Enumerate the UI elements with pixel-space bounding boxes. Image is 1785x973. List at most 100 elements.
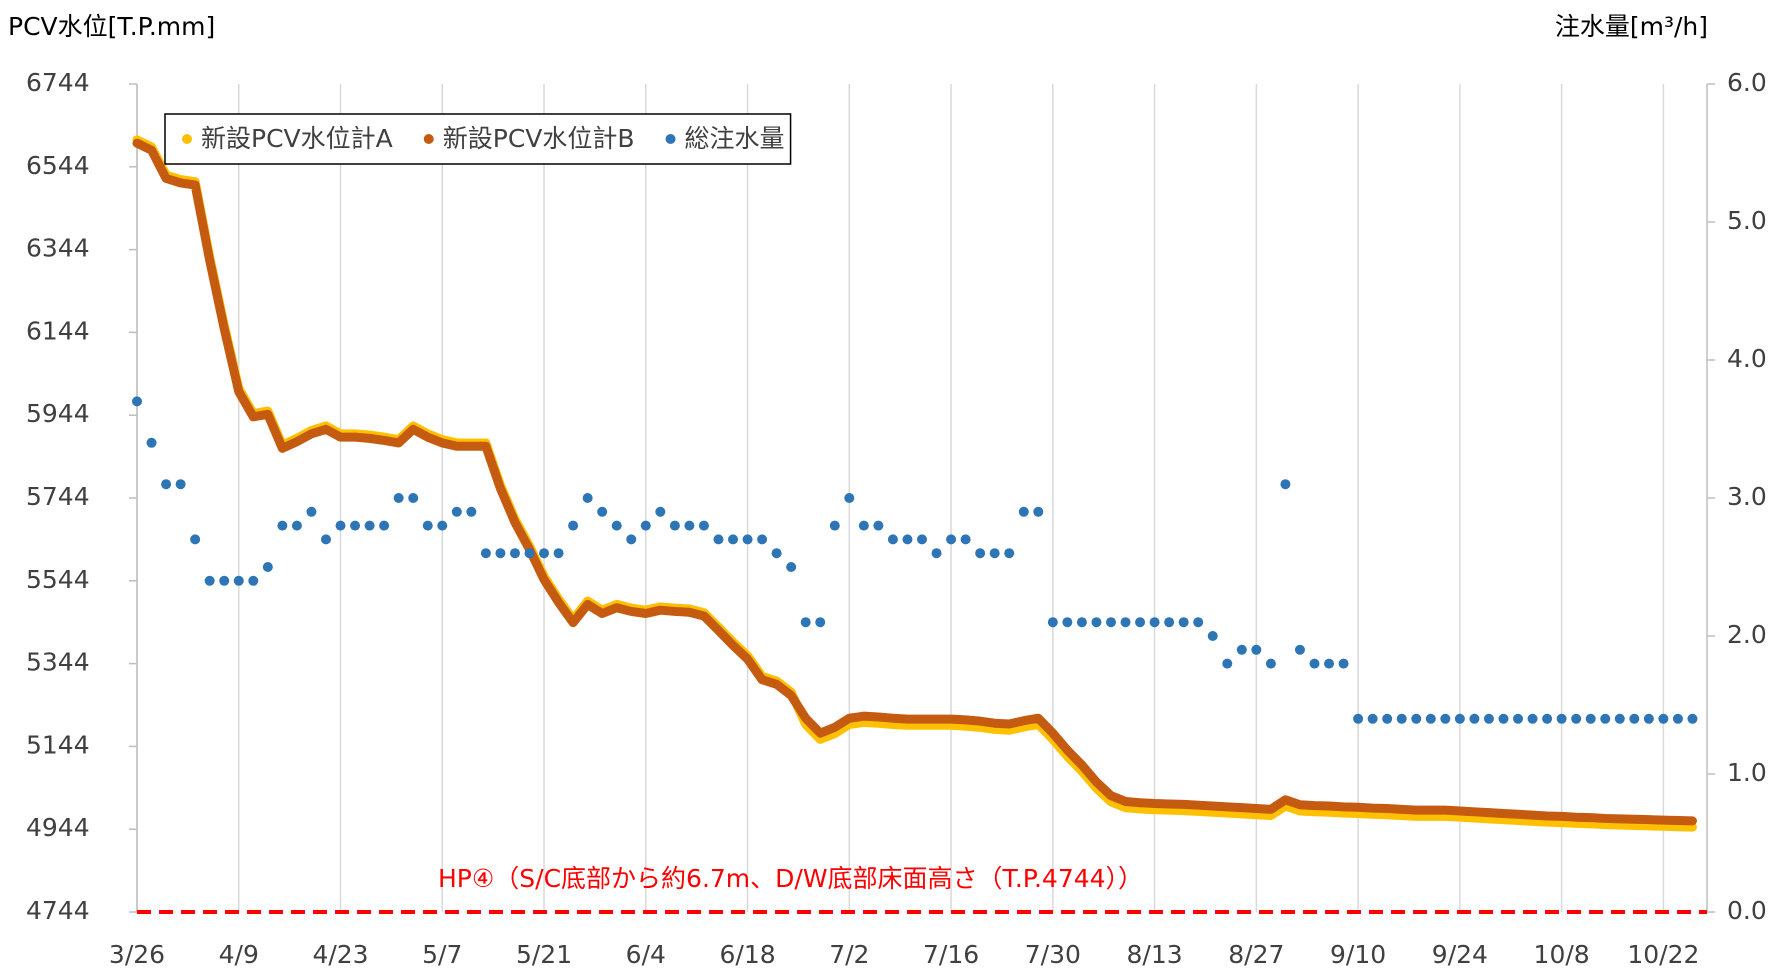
data-point — [1178, 617, 1189, 628]
data-point — [757, 534, 768, 545]
x-tick-label: 3/26 — [109, 940, 165, 969]
data-point — [1324, 658, 1335, 669]
data-point — [960, 534, 971, 545]
data-point — [495, 548, 506, 559]
data-point — [1265, 658, 1276, 669]
data-point — [1367, 713, 1378, 724]
x-tick-label: 9/24 — [1432, 940, 1488, 969]
y-tick-label: 5544 — [26, 565, 90, 594]
data-point — [364, 520, 375, 531]
data-point — [1193, 617, 1204, 628]
data-point — [408, 493, 419, 503]
x-tick-label: 6/18 — [719, 940, 775, 969]
data-point — [771, 548, 782, 559]
data-point — [335, 520, 346, 531]
data-point — [1483, 713, 1494, 724]
data-point — [1105, 617, 1116, 628]
x-tick-label: 5/21 — [516, 940, 572, 969]
data-point — [422, 520, 433, 531]
data-point — [1294, 644, 1305, 655]
y-tick-label: 6544 — [26, 151, 90, 180]
data-point — [946, 534, 957, 545]
data-point — [931, 548, 942, 559]
y2-tick-label: 5.0 — [1727, 206, 1767, 235]
data-point — [597, 506, 608, 517]
data-point — [1585, 713, 1596, 724]
x-tick-label: 9/10 — [1330, 940, 1386, 969]
data-point — [1425, 713, 1436, 724]
data-point — [1513, 713, 1524, 724]
data-point — [1280, 479, 1291, 490]
data-point — [1629, 713, 1640, 724]
data-point — [248, 575, 259, 586]
data-point — [684, 520, 695, 531]
data-point — [626, 534, 637, 545]
data-point — [844, 493, 855, 503]
data-point — [786, 562, 797, 572]
y2-tick-label: 2.0 — [1727, 620, 1767, 649]
data-point — [1076, 617, 1087, 628]
x-tick-label: 4/23 — [312, 940, 368, 969]
data-point — [1309, 658, 1320, 669]
data-point — [524, 548, 535, 559]
y-tick-label: 6144 — [26, 316, 90, 345]
data-point — [190, 534, 201, 545]
data-point — [553, 548, 564, 559]
data-point — [698, 520, 709, 531]
data-point — [1120, 617, 1131, 628]
data-point — [1469, 713, 1480, 724]
x-tick-label: 8/27 — [1228, 940, 1284, 969]
y-tick-label: 4944 — [26, 813, 90, 842]
data-point — [582, 493, 593, 503]
legend-marker — [665, 134, 676, 144]
y2-tick-label: 4.0 — [1727, 344, 1767, 373]
data-point — [306, 506, 317, 517]
data-point — [858, 520, 869, 531]
data-point — [379, 520, 390, 531]
y-tick-label: 4744 — [26, 896, 90, 925]
x-tick-label: 10/22 — [1627, 940, 1699, 969]
data-point — [1004, 548, 1015, 559]
data-point — [1542, 713, 1553, 724]
data-point — [1614, 713, 1625, 724]
x-tick-label: 7/16 — [923, 940, 979, 969]
data-point — [1135, 617, 1146, 628]
data-point — [350, 520, 361, 531]
y-tick-label: 5944 — [26, 399, 90, 428]
data-point — [1047, 617, 1058, 628]
data-point — [1207, 631, 1218, 641]
data-point — [320, 534, 331, 545]
reference-label: HP④（S/C底部から約6.7m、D/W底部床面高さ（T.P.4744）） — [438, 864, 1143, 893]
data-point — [1687, 713, 1698, 724]
data-point — [132, 396, 142, 407]
data-point — [887, 534, 898, 545]
data-point — [204, 575, 215, 586]
x-tick-label: 7/2 — [829, 940, 869, 969]
data-point — [728, 534, 739, 545]
data-point — [1236, 644, 1247, 655]
legend-label: 総注水量 — [685, 124, 785, 153]
data-point — [1498, 713, 1509, 724]
data-point — [1338, 658, 1349, 669]
data-point — [1527, 713, 1538, 724]
data-point — [1396, 713, 1407, 724]
x-tick-label: 6/4 — [626, 940, 666, 969]
data-point — [1571, 713, 1582, 724]
data-point — [1091, 617, 1102, 628]
x-tick-label: 5/7 — [422, 940, 462, 969]
y2-tick-label: 1.0 — [1727, 758, 1767, 787]
data-point — [829, 520, 840, 531]
data-point — [1149, 617, 1160, 628]
data-point — [713, 534, 724, 545]
data-point — [277, 520, 288, 531]
data-point — [1411, 713, 1422, 724]
data-point — [1440, 713, 1451, 724]
data-point — [989, 548, 1000, 559]
data-point — [1353, 713, 1364, 724]
data-point — [1658, 713, 1669, 724]
x-tick-label: 4/9 — [219, 940, 259, 969]
legend-label: 新設PCV水位計A — [201, 124, 393, 153]
data-point — [1062, 617, 1073, 628]
data-point — [1164, 617, 1175, 628]
data-point — [815, 617, 826, 628]
